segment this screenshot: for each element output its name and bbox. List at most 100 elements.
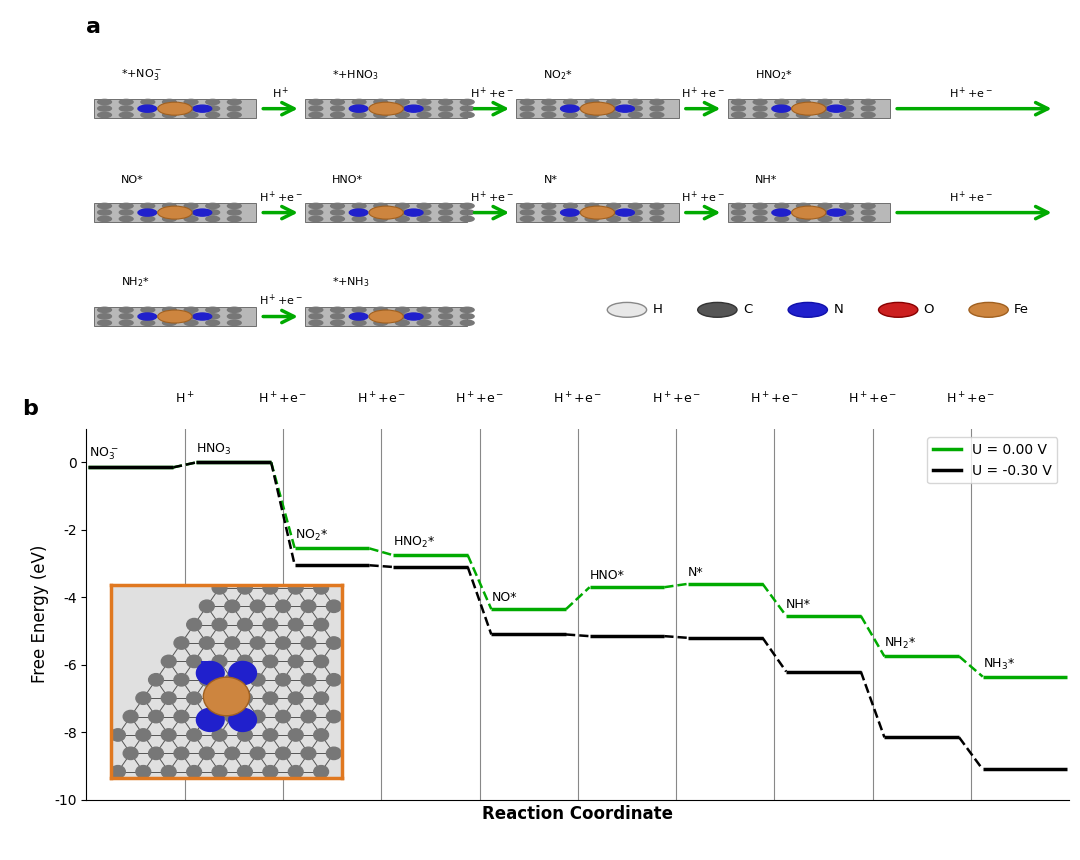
Text: H$^+$+e$^-$: H$^+$+e$^-$: [681, 189, 725, 205]
Circle shape: [141, 314, 154, 319]
Bar: [305, 307, 468, 326]
Circle shape: [840, 210, 853, 215]
Circle shape: [731, 217, 745, 222]
Text: HNO$_2$*: HNO$_2$*: [755, 68, 793, 82]
Circle shape: [629, 203, 643, 208]
Text: NH$_2$*: NH$_2$*: [885, 636, 917, 651]
Circle shape: [616, 105, 634, 112]
Circle shape: [330, 100, 345, 105]
Circle shape: [460, 307, 474, 312]
Circle shape: [309, 113, 323, 118]
Circle shape: [650, 203, 664, 208]
Circle shape: [228, 217, 241, 222]
Circle shape: [774, 106, 788, 111]
Circle shape: [228, 113, 241, 118]
Circle shape: [607, 210, 621, 215]
Circle shape: [796, 203, 810, 208]
Circle shape: [774, 217, 788, 222]
Circle shape: [309, 210, 323, 215]
Circle shape: [163, 217, 176, 222]
Circle shape: [542, 217, 556, 222]
Circle shape: [138, 209, 157, 216]
Text: *+NH$_3$: *+NH$_3$: [333, 275, 369, 290]
Circle shape: [862, 210, 875, 215]
Circle shape: [542, 100, 556, 105]
Circle shape: [330, 113, 345, 118]
Circle shape: [395, 106, 409, 111]
Bar: [728, 99, 890, 119]
Circle shape: [521, 100, 535, 105]
Circle shape: [309, 320, 323, 325]
Text: NO$_3^-$: NO$_3^-$: [90, 445, 119, 463]
Circle shape: [774, 203, 788, 208]
Text: NH*: NH*: [755, 175, 778, 186]
Circle shape: [862, 217, 875, 222]
Circle shape: [228, 106, 241, 111]
Circle shape: [542, 106, 556, 111]
X-axis label: Reaction Coordinate: Reaction Coordinate: [483, 805, 673, 823]
Circle shape: [561, 105, 579, 112]
Bar: [94, 99, 256, 119]
Text: b: b: [23, 399, 39, 419]
Circle shape: [395, 210, 409, 215]
Circle shape: [352, 106, 366, 111]
Circle shape: [374, 100, 388, 105]
Circle shape: [564, 100, 578, 105]
Circle shape: [862, 100, 875, 105]
Circle shape: [607, 217, 621, 222]
Circle shape: [404, 313, 423, 320]
Circle shape: [158, 206, 192, 219]
Circle shape: [119, 100, 133, 105]
Circle shape: [97, 210, 111, 215]
Text: H$^+$+e$^-$: H$^+$+e$^-$: [946, 391, 996, 406]
Circle shape: [417, 106, 431, 111]
Circle shape: [827, 209, 846, 216]
Circle shape: [438, 217, 453, 222]
Circle shape: [840, 217, 853, 222]
Text: N*: N*: [688, 566, 703, 579]
Circle shape: [564, 203, 578, 208]
Circle shape: [206, 210, 219, 215]
Circle shape: [438, 320, 453, 325]
Circle shape: [228, 210, 241, 215]
Text: *+HNO$_3$: *+HNO$_3$: [333, 68, 379, 82]
Circle shape: [460, 106, 474, 111]
Circle shape: [163, 314, 176, 319]
Circle shape: [330, 106, 345, 111]
Text: HNO$_2$*: HNO$_2$*: [393, 535, 435, 550]
Circle shape: [731, 210, 745, 215]
Circle shape: [862, 203, 875, 208]
Circle shape: [185, 210, 198, 215]
Circle shape: [585, 100, 599, 105]
Circle shape: [395, 113, 409, 118]
Text: NO*: NO*: [491, 591, 517, 604]
Circle shape: [141, 100, 154, 105]
Circle shape: [460, 320, 474, 325]
Circle shape: [185, 106, 198, 111]
Circle shape: [97, 320, 111, 325]
Text: a: a: [86, 16, 102, 37]
Circle shape: [404, 105, 423, 112]
Circle shape: [119, 314, 133, 319]
Circle shape: [185, 100, 198, 105]
Text: H$^+$: H$^+$: [272, 85, 289, 101]
Circle shape: [542, 203, 556, 208]
Circle shape: [629, 113, 643, 118]
Circle shape: [753, 113, 767, 118]
Circle shape: [141, 320, 154, 325]
Circle shape: [119, 203, 133, 208]
Circle shape: [827, 105, 846, 112]
Text: H$^+$+e$^-$: H$^+$+e$^-$: [750, 391, 799, 406]
Circle shape: [753, 217, 767, 222]
Circle shape: [438, 210, 453, 215]
Circle shape: [585, 210, 599, 215]
Circle shape: [185, 217, 198, 222]
Circle shape: [629, 106, 643, 111]
Circle shape: [97, 203, 111, 208]
Text: H$^+$+e$^-$: H$^+$+e$^-$: [848, 391, 897, 406]
Text: HNO*: HNO*: [590, 569, 624, 582]
Circle shape: [796, 217, 810, 222]
Circle shape: [564, 210, 578, 215]
Circle shape: [792, 206, 826, 219]
Circle shape: [185, 203, 198, 208]
